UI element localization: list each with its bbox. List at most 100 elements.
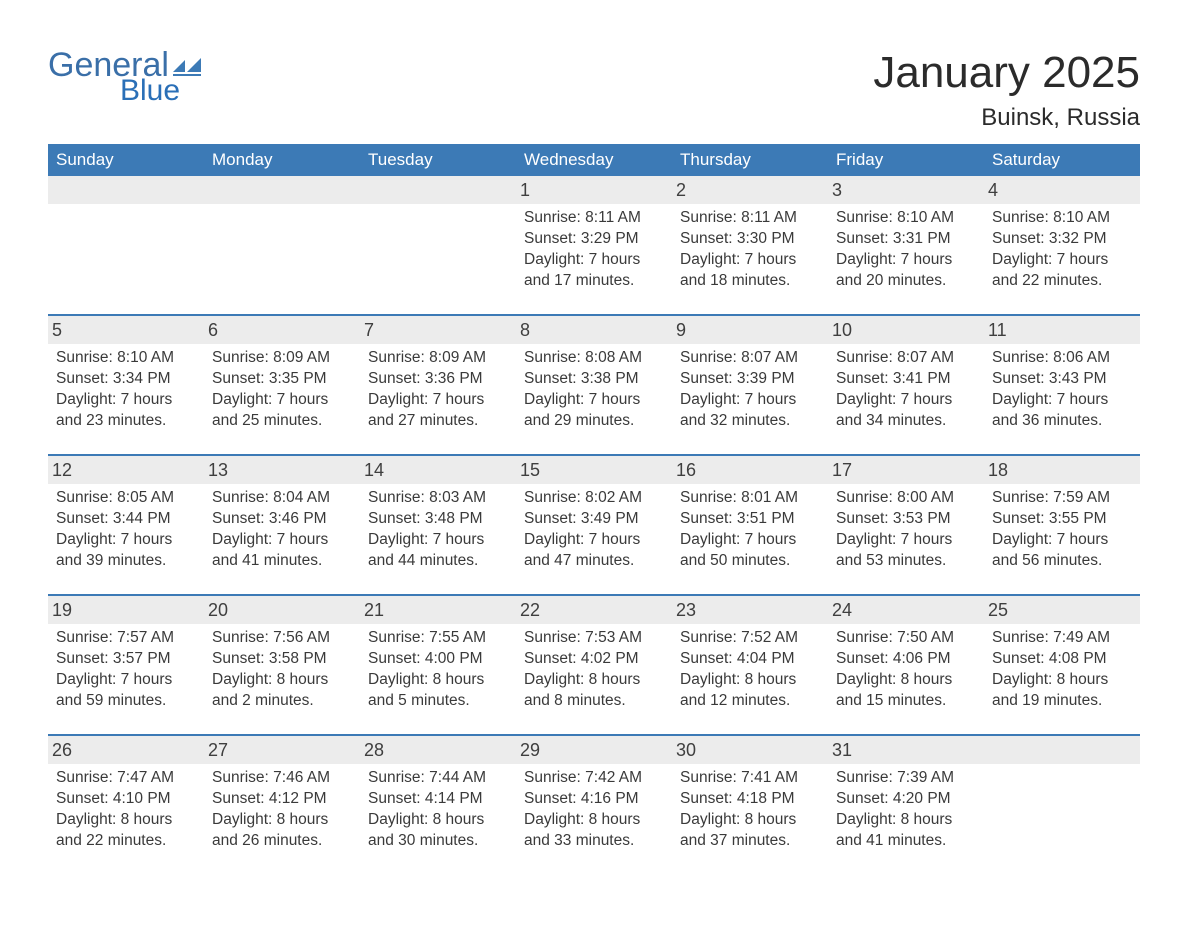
daylight-line-2: and 23 minutes. — [56, 411, 196, 432]
day-cell — [204, 176, 360, 315]
week-row: 19Sunrise: 7:57 AMSunset: 3:57 PMDayligh… — [48, 595, 1140, 735]
sunrise-line: Sunrise: 7:53 AM — [524, 628, 664, 649]
sunrise-line: Sunrise: 8:11 AM — [680, 208, 820, 229]
day-cell: 19Sunrise: 7:57 AMSunset: 3:57 PMDayligh… — [48, 595, 204, 735]
day-cell: 17Sunrise: 8:00 AMSunset: 3:53 PMDayligh… — [828, 455, 984, 595]
daylight-line-1: Daylight: 7 hours — [368, 530, 508, 551]
day-cell: 9Sunrise: 8:07 AMSunset: 3:39 PMDaylight… — [672, 315, 828, 455]
col-friday: Friday — [828, 144, 984, 176]
col-tuesday: Tuesday — [360, 144, 516, 176]
daylight-line-2: and 33 minutes. — [524, 831, 664, 852]
daylight-line-2: and 25 minutes. — [212, 411, 352, 432]
day-number — [204, 176, 360, 204]
day-number: 25 — [984, 596, 1140, 624]
daylight-line-2: and 15 minutes. — [836, 691, 976, 712]
day-number: 21 — [360, 596, 516, 624]
sunset-line: Sunset: 4:20 PM — [836, 789, 976, 810]
sunset-line: Sunset: 3:43 PM — [992, 369, 1132, 390]
day-cell: 8Sunrise: 8:08 AMSunset: 3:38 PMDaylight… — [516, 315, 672, 455]
day-number — [984, 736, 1140, 764]
daylight-line-1: Daylight: 7 hours — [836, 530, 976, 551]
sunrise-line: Sunrise: 7:42 AM — [524, 768, 664, 789]
daylight-line-2: and 18 minutes. — [680, 271, 820, 292]
daylight-line-1: Daylight: 7 hours — [992, 250, 1132, 271]
daylight-line-2: and 30 minutes. — [368, 831, 508, 852]
sunrise-line: Sunrise: 7:41 AM — [680, 768, 820, 789]
sunrise-line: Sunrise: 8:09 AM — [212, 348, 352, 369]
sunrise-line: Sunrise: 8:04 AM — [212, 488, 352, 509]
daylight-line-2: and 53 minutes. — [836, 551, 976, 572]
daylight-line-2: and 8 minutes. — [524, 691, 664, 712]
day-number: 9 — [672, 316, 828, 344]
sunset-line: Sunset: 4:06 PM — [836, 649, 976, 670]
day-number: 3 — [828, 176, 984, 204]
day-cell: 7Sunrise: 8:09 AMSunset: 3:36 PMDaylight… — [360, 315, 516, 455]
sunrise-line: Sunrise: 8:10 AM — [56, 348, 196, 369]
day-cell: 15Sunrise: 8:02 AMSunset: 3:49 PMDayligh… — [516, 455, 672, 595]
title-block: January 2025 Buinsk, Russia — [873, 48, 1140, 132]
day-cell: 12Sunrise: 8:05 AMSunset: 3:44 PMDayligh… — [48, 455, 204, 595]
day-cell: 5Sunrise: 8:10 AMSunset: 3:34 PMDaylight… — [48, 315, 204, 455]
day-number: 30 — [672, 736, 828, 764]
col-thursday: Thursday — [672, 144, 828, 176]
sunset-line: Sunset: 3:49 PM — [524, 509, 664, 530]
day-number: 6 — [204, 316, 360, 344]
sunrise-line: Sunrise: 7:57 AM — [56, 628, 196, 649]
day-cell: 29Sunrise: 7:42 AMSunset: 4:16 PMDayligh… — [516, 735, 672, 874]
day-number: 29 — [516, 736, 672, 764]
day-cell: 2Sunrise: 8:11 AMSunset: 3:30 PMDaylight… — [672, 176, 828, 315]
col-wednesday: Wednesday — [516, 144, 672, 176]
day-cell: 1Sunrise: 8:11 AMSunset: 3:29 PMDaylight… — [516, 176, 672, 315]
sunrise-line: Sunrise: 8:03 AM — [368, 488, 508, 509]
day-number: 23 — [672, 596, 828, 624]
daylight-line-2: and 20 minutes. — [836, 271, 976, 292]
daylight-line-1: Daylight: 7 hours — [368, 390, 508, 411]
sunset-line: Sunset: 3:39 PM — [680, 369, 820, 390]
day-cell: 14Sunrise: 8:03 AMSunset: 3:48 PMDayligh… — [360, 455, 516, 595]
sunrise-line: Sunrise: 8:05 AM — [56, 488, 196, 509]
day-number: 7 — [360, 316, 516, 344]
day-number: 20 — [204, 596, 360, 624]
day-cell: 28Sunrise: 7:44 AMSunset: 4:14 PMDayligh… — [360, 735, 516, 874]
daylight-line-2: and 37 minutes. — [680, 831, 820, 852]
day-cell — [360, 176, 516, 315]
sunrise-line: Sunrise: 7:55 AM — [368, 628, 508, 649]
daylight-line-2: and 22 minutes. — [992, 271, 1132, 292]
daylight-line-1: Daylight: 8 hours — [836, 670, 976, 691]
daylight-line-1: Daylight: 8 hours — [992, 670, 1132, 691]
day-cell: 31Sunrise: 7:39 AMSunset: 4:20 PMDayligh… — [828, 735, 984, 874]
sunset-line: Sunset: 3:55 PM — [992, 509, 1132, 530]
day-number: 27 — [204, 736, 360, 764]
sunrise-line: Sunrise: 7:39 AM — [836, 768, 976, 789]
daylight-line-2: and 17 minutes. — [524, 271, 664, 292]
daylight-line-2: and 22 minutes. — [56, 831, 196, 852]
daylight-line-2: and 39 minutes. — [56, 551, 196, 572]
day-number: 17 — [828, 456, 984, 484]
day-number: 28 — [360, 736, 516, 764]
day-cell: 25Sunrise: 7:49 AMSunset: 4:08 PMDayligh… — [984, 595, 1140, 735]
day-number: 5 — [48, 316, 204, 344]
sunrise-line: Sunrise: 7:50 AM — [836, 628, 976, 649]
brand-logo: General Blue — [48, 48, 207, 106]
day-number: 2 — [672, 176, 828, 204]
daylight-line-2: and 12 minutes. — [680, 691, 820, 712]
day-cell — [984, 735, 1140, 874]
daylight-line-1: Daylight: 8 hours — [524, 670, 664, 691]
sunset-line: Sunset: 3:29 PM — [524, 229, 664, 250]
sunset-line: Sunset: 4:12 PM — [212, 789, 352, 810]
page-title: January 2025 — [873, 48, 1140, 98]
sunrise-line: Sunrise: 8:08 AM — [524, 348, 664, 369]
daylight-line-1: Daylight: 8 hours — [524, 810, 664, 831]
sunset-line: Sunset: 4:00 PM — [368, 649, 508, 670]
daylight-line-1: Daylight: 8 hours — [680, 810, 820, 831]
sunset-line: Sunset: 3:34 PM — [56, 369, 196, 390]
daylight-line-2: and 26 minutes. — [212, 831, 352, 852]
day-cell: 27Sunrise: 7:46 AMSunset: 4:12 PMDayligh… — [204, 735, 360, 874]
day-number: 8 — [516, 316, 672, 344]
daylight-line-2: and 29 minutes. — [524, 411, 664, 432]
daylight-line-2: and 41 minutes. — [212, 551, 352, 572]
day-number: 26 — [48, 736, 204, 764]
sunset-line: Sunset: 4:10 PM — [56, 789, 196, 810]
day-cell: 10Sunrise: 8:07 AMSunset: 3:41 PMDayligh… — [828, 315, 984, 455]
daylight-line-1: Daylight: 7 hours — [524, 390, 664, 411]
